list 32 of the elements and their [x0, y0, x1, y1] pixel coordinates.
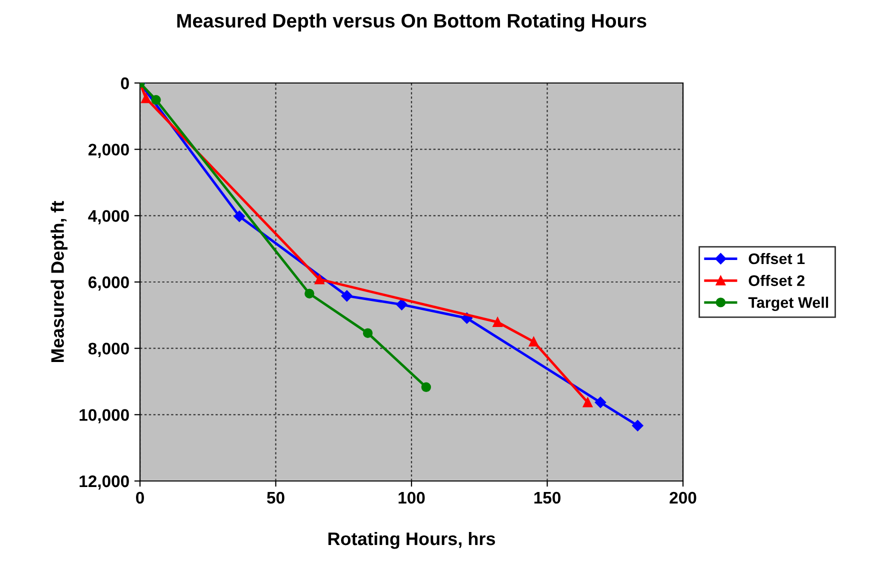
y-tick-label: 2,000	[88, 144, 129, 158]
x-tick-label: 100	[398, 492, 425, 504]
x-tick-label: 50	[266, 492, 284, 504]
y-tick-label: 4,000	[88, 210, 129, 224]
chart-title: Measured Depth versus On Bottom Rotating Hours	[177, 13, 646, 32]
point	[632, 420, 644, 432]
point	[314, 274, 324, 284]
point	[304, 288, 314, 298]
point	[528, 336, 539, 347]
y-tick-label: 6,000	[88, 276, 129, 291]
point	[396, 298, 408, 310]
point	[421, 382, 432, 392]
legend-label: Offset 2	[748, 274, 804, 286]
point	[594, 396, 606, 408]
y-tick-label: 12,000	[80, 475, 129, 490]
legend-label: Target Well	[748, 296, 828, 312]
point	[582, 398, 593, 408]
y-axis-title: Measured Depth, ft	[50, 200, 68, 362]
y-tick-label: 10,000	[80, 409, 129, 424]
y-tick-label: 0	[120, 77, 129, 90]
point	[151, 95, 161, 105]
x-axis-title: Rotating Hours, hrs	[328, 532, 496, 549]
x-tick-label: 0	[136, 492, 144, 504]
point	[492, 317, 502, 327]
point	[234, 210, 245, 222]
legend-label: Offset 1	[748, 252, 805, 264]
y-tick-label: 8,000	[88, 342, 129, 357]
x-tick-label: 200	[670, 492, 696, 504]
point	[362, 328, 373, 338]
point	[341, 290, 352, 302]
x-tick-label: 150	[534, 492, 560, 504]
point	[141, 93, 151, 104]
